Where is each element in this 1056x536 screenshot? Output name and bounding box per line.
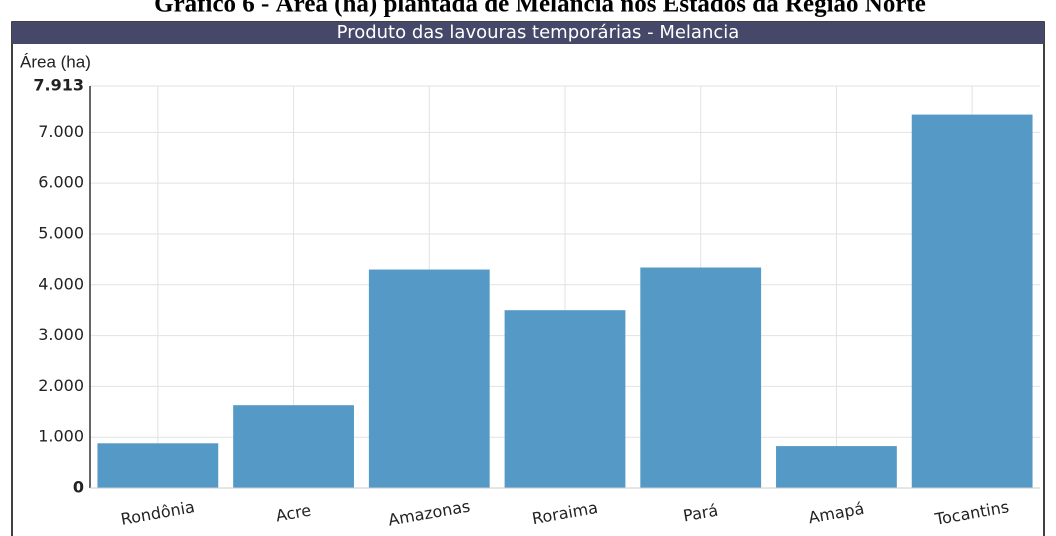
y-tick-label: 2.000 — [38, 376, 84, 395]
bar — [233, 405, 354, 488]
y-tick-label: 3.000 — [38, 325, 84, 344]
y-tick-label: 1.000 — [38, 427, 84, 446]
y-tick-label: 7.000 — [38, 122, 84, 141]
bar — [97, 443, 219, 488]
bar — [368, 269, 490, 488]
bar — [504, 310, 626, 488]
bar — [640, 267, 762, 488]
bar — [911, 114, 1033, 488]
title-bar — [12, 22, 1044, 44]
y-axis-label: Área (ha) — [20, 52, 91, 71]
y-tick-label: 7.913 — [33, 76, 84, 95]
y-tick-label: 5.000 — [38, 223, 84, 242]
caption: Gráfico 6 - Área (ha) plantada de Melanc… — [154, 0, 926, 18]
y-tick-label: 4.000 — [38, 274, 84, 293]
bar — [776, 446, 897, 488]
y-tick-label: 6.000 — [38, 173, 84, 192]
y-tick-label: 0 — [73, 478, 84, 497]
chart-title: Produto das lavouras temporárias - Melan… — [337, 22, 740, 43]
